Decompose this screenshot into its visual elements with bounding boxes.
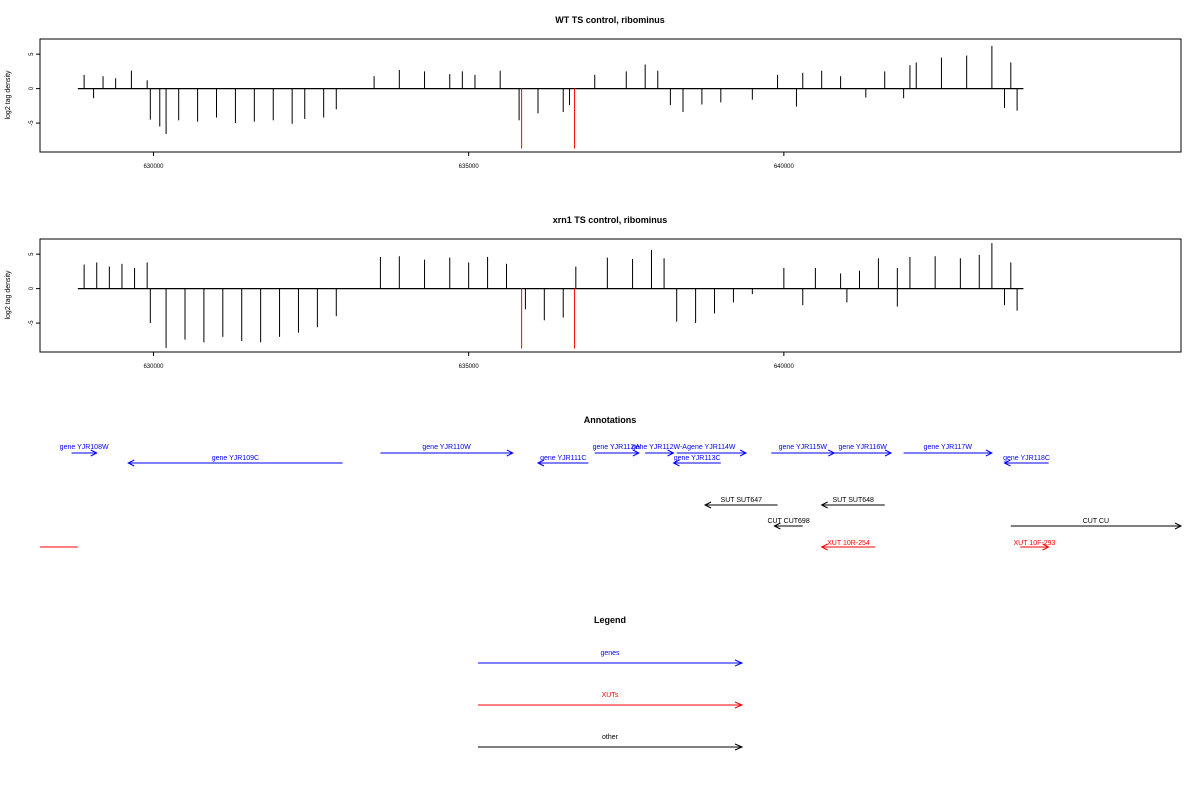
annotation-features: gene YJR108W gene YJR109C gene YJR110W gene…	[40, 444, 1183, 551]
legend-title: Legend	[594, 615, 626, 625]
feature-arrowhead	[127, 459, 135, 467]
wt-signal-bars	[77, 45, 1024, 149]
xrn1-signal-bars	[77, 243, 1024, 349]
feature-arrowhead	[536, 459, 545, 467]
xrn1-y-tick-label: -5	[29, 320, 35, 326]
feature-arrowhead	[632, 449, 640, 457]
wt-y-tick-label: 0	[29, 86, 35, 90]
feature-arrowhead	[884, 449, 893, 457]
wt-y-axis-label: log2 tag density	[5, 70, 12, 120]
wt-plot-frame	[39, 38, 1182, 153]
feature-label: CUT CUT698	[767, 518, 809, 525]
wt-y-axis: 5 0 -5	[29, 52, 40, 126]
feature-label: gene YJR118C	[1003, 455, 1050, 462]
feature-arrowhead	[820, 543, 828, 551]
wt-x-tick-label: 635000	[459, 164, 480, 170]
xrn1-track-title: xrn1 TS control, ribominus	[553, 215, 668, 225]
xrn1-y-axis-label: log2 tag density	[5, 270, 12, 320]
feature-label: gene YJR111C	[540, 455, 586, 462]
feature-label: gene YJR116W	[838, 444, 887, 451]
feature-arrowhead	[672, 459, 680, 467]
feature-arrowhead	[773, 522, 781, 530]
legend-arrowhead	[734, 701, 744, 709]
legend-label: other	[602, 734, 619, 741]
wt-track-panel: WT TS control, ribominus log2 tag densit…	[5, 15, 1182, 170]
wt-track-title: WT TS control, ribominus	[555, 15, 665, 25]
xrn1-x-tick-label: 640000	[774, 364, 795, 370]
xrn1-x-tick-label: 630000	[143, 364, 164, 370]
wt-x-axis: 630000 635000 640000	[143, 152, 795, 170]
feature-label: gene YJR114W	[687, 444, 736, 451]
wt-y-tick-label: 5	[29, 52, 35, 56]
feature-label: gene YJR109C	[212, 455, 259, 462]
feature-label: XUT 10F-293	[1013, 540, 1055, 547]
feature-label: gene YJR113C	[674, 455, 721, 462]
feature-label: SUT SUT648	[832, 497, 874, 504]
feature-label: SUT SUT647	[721, 497, 763, 504]
feature-arrowhead	[1003, 459, 1011, 467]
feature-arrowhead	[90, 449, 98, 457]
legend-label: genes	[600, 650, 620, 657]
legend-label: XUTs	[602, 692, 619, 699]
feature-arrowhead	[985, 449, 994, 457]
feature-label: gene YJR115W	[779, 444, 828, 451]
annotations-title: Annotations	[584, 415, 637, 425]
feature-label: CUT CU	[1083, 518, 1109, 525]
xrn1-y-axis: 5 0 -5	[29, 252, 40, 326]
feature-label: XUT 10R-254	[827, 540, 870, 547]
xrn1-y-tick-label: 0	[29, 286, 35, 290]
feature-arrowhead	[703, 501, 712, 509]
feature-arrowhead	[506, 449, 514, 457]
feature-label: gene YJR112W	[593, 444, 642, 451]
xrn1-track-panel: xrn1 TS control, ribominus log2 tag dens…	[5, 215, 1182, 370]
xrn1-x-axis: 630000 635000 640000	[143, 352, 795, 370]
feature-label: gene YJR108W	[60, 444, 109, 451]
legend-arrowhead	[734, 743, 744, 751]
wt-x-tick-label: 640000	[774, 164, 795, 170]
feature-arrowhead	[667, 449, 675, 457]
wt-x-tick-label: 630000	[143, 164, 164, 170]
legend-items: genes XUTs other	[478, 650, 744, 751]
feature-label: gene YJR110W	[422, 444, 471, 451]
xrn1-plot-frame	[39, 238, 1182, 353]
wt-y-tick-label: -5	[29, 120, 35, 126]
feature-arrowhead	[820, 501, 828, 509]
feature-label: gene YJR112W-A	[632, 444, 688, 451]
feature-arrowhead	[739, 449, 748, 457]
feature-arrowhead	[1042, 543, 1050, 551]
xrn1-x-tick-label: 635000	[459, 364, 480, 370]
legend-arrowhead	[734, 659, 744, 667]
xrn1-y-tick-label: 5	[29, 252, 35, 256]
feature-label: gene YJR117W	[924, 444, 973, 451]
feature-arrowhead	[1174, 522, 1183, 530]
